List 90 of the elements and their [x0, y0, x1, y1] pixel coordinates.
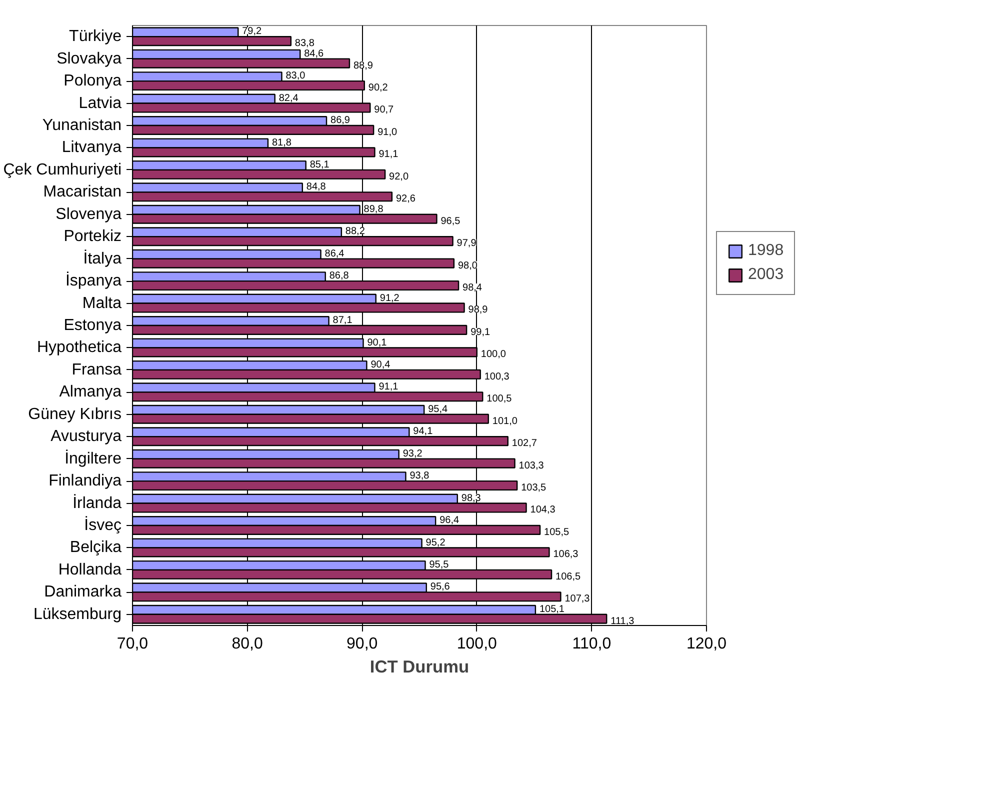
data-label: 84,8	[306, 182, 326, 193]
data-label: 93,2	[402, 448, 423, 460]
data-label: 99,1	[470, 326, 490, 338]
data-label: 91,1	[378, 382, 399, 393]
y-tick-label: Danimarka	[44, 584, 122, 601]
data-label: 95,5	[429, 560, 450, 570]
data-label: 89,8	[364, 204, 384, 215]
data-label: 86,4	[324, 248, 345, 260]
data-label: 82,4	[278, 92, 299, 104]
data-label: 83,8	[294, 38, 315, 50]
data-label: 97,9	[456, 238, 477, 250]
y-tick-label: Estonya	[64, 317, 122, 334]
y-tick-label: İtalya	[83, 249, 122, 268]
y-tick-label: Almanya	[59, 384, 122, 401]
data-label: 91,0	[378, 126, 398, 138]
data-label: 103,3	[518, 460, 544, 472]
data-label: 111,3	[610, 616, 635, 627]
x-tick-label: 120,0	[686, 636, 727, 652]
data-label: 100,5	[486, 394, 512, 405]
y-tick-label: Yunanistan	[42, 117, 122, 134]
data-label: 91,1	[378, 149, 399, 160]
y-tick-label: Latvia	[78, 94, 122, 112]
y-tick-label: Polonya	[64, 72, 122, 90]
data-label: 96,4	[440, 515, 460, 526]
data-label: 86,9	[330, 115, 350, 126]
y-tick-label: Litvanya	[62, 139, 122, 156]
data-label: 87,1	[332, 315, 353, 326]
data-label: 92,0	[389, 171, 409, 182]
y-tick-label: Güney Kıbrıs	[28, 406, 122, 423]
y-tick-label: İrlanda	[72, 494, 122, 512]
data-label: 102,7	[512, 438, 538, 450]
y-tick-label: Hypothetica	[37, 339, 122, 356]
y-tick-label: Türkiye	[69, 28, 122, 46]
y-tick-label: Portekiz	[64, 228, 122, 246]
y-tick-label: İsveç	[84, 516, 122, 534]
y-tick-label: Fransa	[72, 361, 122, 378]
data-label: 104,3	[530, 504, 556, 516]
y-tick-label: İngiltere	[64, 449, 122, 468]
y-tick-label: Avusturya	[50, 428, 122, 446]
data-label: 106,5	[556, 571, 581, 582]
data-label: 88,2	[345, 226, 366, 238]
y-tick-label: Belçika	[70, 539, 122, 556]
data-label: 103,5	[521, 482, 547, 494]
y-tick-label: Macaristan	[43, 184, 122, 201]
data-label: 98,3	[461, 492, 482, 504]
data-label: 95,4	[428, 404, 448, 415]
x-tick-label: 100,0	[456, 636, 498, 652]
data-label: 95,6	[430, 582, 450, 593]
x-tick-label: 70,0	[116, 636, 148, 652]
legend-label: 1998	[748, 242, 784, 260]
y-tick-label: Hollanda	[58, 561, 122, 578]
data-label: 98,4	[462, 282, 482, 294]
data-label: 105,1	[539, 604, 565, 615]
data-label: 100,3	[484, 371, 510, 382]
data-label: 90,7	[374, 104, 394, 116]
data-label: 94,1	[413, 426, 434, 438]
data-label: 96,5	[440, 216, 461, 227]
y-tick-label: Slovakya	[56, 50, 122, 68]
data-label: 86,8	[329, 270, 350, 282]
x-axis-title: ICT Durumu	[370, 656, 470, 676]
legend-label: 2003	[748, 266, 784, 284]
data-label: 85,1	[310, 160, 330, 170]
x-tick-label: 110,0	[572, 636, 612, 652]
data-label: 107,3	[564, 594, 590, 605]
data-label: 90,1	[367, 337, 388, 348]
data-label: 83,0	[286, 70, 306, 82]
y-tick-label: Finlandiya	[48, 472, 122, 490]
x-tick-label: 80,0	[232, 636, 263, 652]
y-tick-label: Lüksemburg	[33, 606, 122, 623]
y-tick-label: Slovenya	[56, 206, 122, 223]
data-label: 91,2	[380, 292, 400, 304]
data-label: 100,0	[480, 349, 506, 360]
data-label: 88,9	[353, 60, 374, 72]
y-tick-label: Malta	[82, 294, 122, 312]
data-label: 106,3	[553, 549, 579, 560]
data-label: 84,6	[304, 48, 324, 60]
data-label: 81,8	[272, 137, 292, 148]
data-label: 105,5	[544, 526, 570, 538]
y-tick-label: İspanya	[65, 272, 122, 290]
data-label: 79,2	[242, 26, 262, 38]
x-tick-label: 90,0	[346, 636, 378, 652]
data-label: 92,6	[396, 194, 416, 205]
data-label: 95,2	[426, 537, 446, 548]
data-label: 98,0	[458, 260, 478, 272]
data-label: 90,4	[370, 360, 391, 370]
y-tick-label: Çek Cumhuriyeti	[3, 161, 122, 178]
data-label: 93,8	[410, 470, 430, 482]
data-label: 98,9	[468, 304, 488, 316]
data-label: 90,2	[368, 82, 388, 94]
data-label: 101,0	[492, 416, 518, 427]
